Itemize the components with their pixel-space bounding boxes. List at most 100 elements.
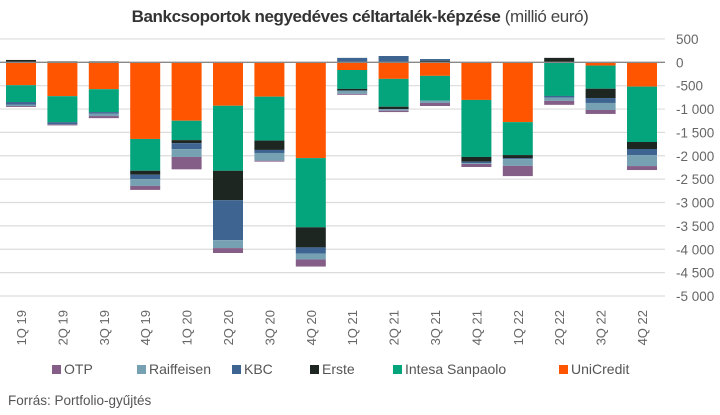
- bar-segment-intesa-sanpaolo: [88, 89, 119, 113]
- y-tick-label: -2 500: [676, 172, 714, 187]
- legend-label: KBC: [244, 361, 273, 377]
- bar-segment-intesa-sanpaolo: [254, 96, 285, 141]
- chart-title-unit: (millió euró): [504, 7, 589, 26]
- bar-segment-unicredit: [254, 62, 285, 97]
- bar-segment-raiffeisen: [502, 159, 533, 166]
- bar-segment-erste: [420, 60, 450, 63]
- x-tick-label: 2Q 21: [387, 310, 402, 345]
- x-tick-label: 3Q 19: [97, 310, 112, 345]
- legend-item-intesa-sanpaolo: Intesa Sanpaolo: [393, 361, 506, 377]
- legend-label: OTP: [64, 361, 93, 377]
- legend-label: Intesa Sanpaolo: [405, 361, 507, 377]
- x-tick-label: 3Q 20: [262, 310, 277, 345]
- bar-segment-unicredit: [6, 62, 36, 86]
- y-tick-label: -2 000: [676, 149, 714, 164]
- bar-segment-kbc: [420, 59, 450, 61]
- bar-segment-erste: [627, 141, 657, 150]
- bar-segment-raiffeisen: [420, 100, 450, 103]
- bar-segment-erste: [6, 59, 36, 63]
- bar-segment-raiffeisen: [585, 102, 616, 110]
- legend-item-erste: Erste: [310, 361, 355, 377]
- bar-segment-kbc: [544, 95, 575, 98]
- bar-segment-erste: [213, 170, 243, 201]
- bar-segment-unicredit: [378, 62, 409, 79]
- bar-segment-unicredit: [461, 62, 492, 100]
- bar-segment-otp: [502, 165, 533, 177]
- bar-segment-erste: [295, 227, 326, 248]
- bar-segment-raiffeisen: [544, 97, 575, 101]
- bar-segment-unicredit: [88, 62, 119, 90]
- chart-title: Bankcsoportok negyedéves céltartalék-kép…: [0, 7, 720, 27]
- bar-segment-otp: [420, 102, 450, 107]
- x-tick-label: 3Q 21: [428, 310, 443, 345]
- legend: OTP Raiffeisen KBC Erste Intesa Sanpaolo UniC…: [0, 361, 720, 381]
- y-tick-label: 0: [676, 55, 684, 70]
- bar-segment-erste: [337, 88, 368, 91]
- bar-segment-erste: [130, 170, 161, 175]
- legend-item-raiffeisen: Raiffeisen: [137, 361, 211, 377]
- x-tick-label: 4Q 21: [469, 310, 484, 345]
- bar-segment-erste: [585, 88, 616, 99]
- y-tick-label: -500: [676, 79, 703, 94]
- legend-item-unicredit: UniCredit: [559, 361, 629, 377]
- legend-swatch: [52, 364, 61, 374]
- bar-segment-kbc: [130, 174, 161, 180]
- bar-segment-intesa-sanpaolo: [6, 85, 36, 103]
- y-tick-label: -4 500: [676, 266, 714, 281]
- legend-label: UniCredit: [571, 361, 630, 377]
- legend-label: Raiffeisen: [149, 361, 212, 377]
- bar-segment-intesa-sanpaolo: [47, 96, 78, 123]
- chart-title-main: Bankcsoportok negyedéves céltartalék-kép…: [131, 7, 501, 26]
- bar-segment-intesa-sanpaolo: [585, 65, 616, 89]
- bar-segment-otp: [585, 109, 616, 114]
- bar-segment-otp: [295, 259, 326, 267]
- bar-segment-kbc: [337, 57, 368, 63]
- bar-segment-raiffeisen: [130, 179, 161, 186]
- legend-item-otp: OTP: [52, 361, 93, 377]
- bar-segment-kbc: [6, 102, 36, 105]
- bar-segment-intesa-sanpaolo: [502, 122, 533, 156]
- bar-segment-erste: [544, 57, 575, 63]
- legend-swatch: [232, 364, 241, 374]
- y-tick-label: -3 000: [676, 196, 714, 211]
- legend-label: Erste: [322, 361, 355, 377]
- bar-segment-unicredit: [337, 62, 368, 71]
- bar-segment-kbc: [254, 149, 285, 153]
- bar-segment-otp: [254, 160, 285, 162]
- y-tick-label: -3 500: [676, 219, 714, 234]
- bar-segment-intesa-sanpaolo: [213, 105, 243, 171]
- y-tick-label: -4 000: [676, 242, 714, 257]
- bar-segment-raiffeisen: [88, 113, 119, 117]
- bar-segment-otp: [544, 100, 575, 105]
- bar-segment-intesa-sanpaolo: [544, 62, 575, 96]
- bar-segment-unicredit: [47, 62, 78, 97]
- bar-segment-kbc: [585, 98, 616, 103]
- bar-segment-otp: [6, 106, 36, 107]
- legend-item-kbc: KBC: [232, 361, 273, 377]
- bar-segment-intesa-sanpaolo: [130, 138, 161, 171]
- bar-segment-unicredit: [295, 62, 326, 159]
- bar-segment-raiffeisen: [378, 109, 409, 111]
- bar-segment-kbc: [461, 161, 492, 164]
- bar-segment-unicredit: [171, 62, 202, 121]
- x-tick-label: 2Q 19: [55, 310, 70, 345]
- y-tick-label: -5 000: [676, 289, 714, 304]
- bar-segment-intesa-sanpaolo: [627, 86, 657, 142]
- stacked-bar-chart: 500 0 -500 -1 000 -1 500 -2 000 -2 500 -3 000 -3…: [0, 32, 714, 345]
- bar-segment-raiffeisen: [461, 163, 492, 164]
- bar-segment-otp: [213, 248, 243, 253]
- legend-swatch: [559, 364, 568, 374]
- bar-segment-erste: [378, 106, 409, 110]
- bar-segment-otp: [461, 163, 492, 167]
- bar-segment-intesa-sanpaolo: [337, 70, 368, 89]
- x-tick-label: 2Q 20: [221, 310, 236, 345]
- bar-segment-raiffeisen: [295, 253, 326, 260]
- bar-segment-kbc: [295, 247, 326, 254]
- bar-segment-erste: [171, 140, 202, 144]
- bar-segment-raiffeisen: [171, 149, 202, 157]
- bar-segment-kbc: [627, 149, 657, 156]
- x-tick-label: 3Q 22: [594, 310, 609, 345]
- y-tick-label: -1 500: [676, 125, 714, 140]
- x-tick-label: 2Q 22: [552, 310, 567, 345]
- bar-segment-raiffeisen: [47, 123, 78, 125]
